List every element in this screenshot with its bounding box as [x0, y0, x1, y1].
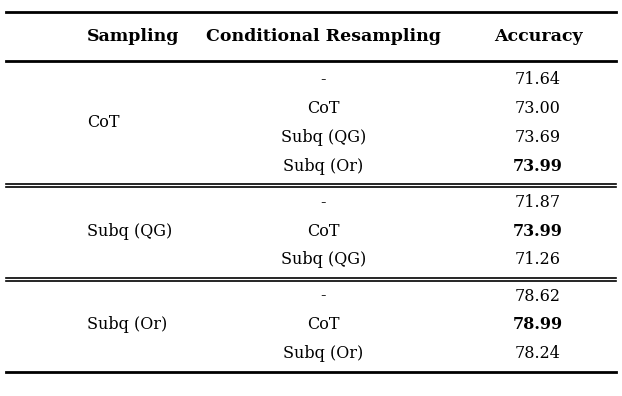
Text: 71.87: 71.87 [515, 194, 561, 211]
Text: Subq (Or): Subq (Or) [283, 345, 364, 362]
Text: 78.99: 78.99 [513, 316, 563, 333]
Text: CoT: CoT [87, 114, 119, 131]
Text: Subq (Or): Subq (Or) [283, 158, 364, 175]
Text: 73.69: 73.69 [515, 129, 561, 146]
Text: 73.99: 73.99 [513, 223, 563, 240]
Text: 71.64: 71.64 [515, 71, 561, 88]
Text: 73.00: 73.00 [515, 100, 561, 117]
Text: CoT: CoT [307, 316, 340, 333]
Text: -: - [321, 287, 326, 305]
Text: 78.24: 78.24 [515, 345, 561, 362]
Text: Accuracy: Accuracy [494, 28, 582, 45]
Text: 71.26: 71.26 [515, 251, 561, 268]
Text: -: - [321, 71, 326, 88]
Text: Conditional Resampling: Conditional Resampling [206, 28, 441, 45]
Text: -: - [321, 194, 326, 211]
Text: 73.99: 73.99 [513, 158, 563, 175]
Text: Subq (Or): Subq (Or) [87, 316, 167, 333]
Text: CoT: CoT [307, 100, 340, 117]
Text: Subq (QG): Subq (QG) [281, 129, 366, 146]
Text: Subq (QG): Subq (QG) [87, 223, 172, 240]
Text: Sampling: Sampling [87, 28, 180, 45]
Text: 78.62: 78.62 [515, 287, 561, 305]
Text: CoT: CoT [307, 223, 340, 240]
Text: Subq (QG): Subq (QG) [281, 251, 366, 268]
